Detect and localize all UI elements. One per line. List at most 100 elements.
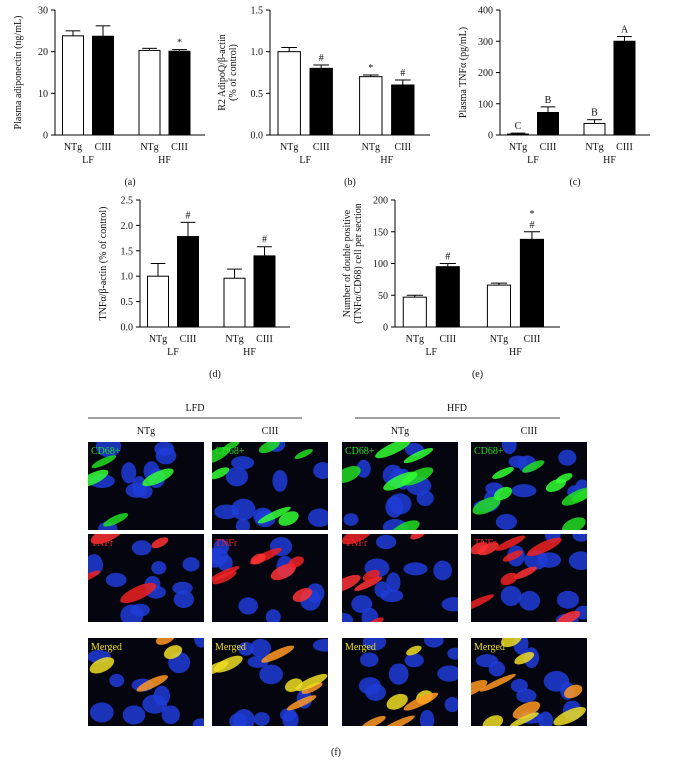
x-tick-label: NTg <box>280 142 298 153</box>
y-tick-label: 0.0 <box>121 323 134 334</box>
nucleus <box>495 513 518 530</box>
stain <box>492 467 514 480</box>
nucleus <box>217 554 233 571</box>
stain <box>380 715 415 726</box>
annotation: # <box>319 53 324 64</box>
group-label: LF <box>299 155 311 166</box>
nucleus <box>424 638 444 648</box>
stain <box>286 695 317 711</box>
stain <box>294 449 313 460</box>
annotation: # <box>186 210 191 221</box>
bar <box>253 255 276 328</box>
micrograph-content <box>342 534 458 622</box>
group-label: HF <box>243 347 256 358</box>
row-label: Merged <box>474 642 505 653</box>
micrograph-content <box>212 537 325 622</box>
panel-label: (c) <box>569 177 580 188</box>
bar <box>277 51 301 136</box>
stain <box>500 638 522 648</box>
nucleus <box>213 539 230 555</box>
panel-label: (a) <box>124 177 135 188</box>
x-tick-label: NTg <box>140 142 158 153</box>
y-tick-label: 1.5 <box>251 6 264 17</box>
stain <box>479 673 516 692</box>
group-label: HF <box>158 155 171 166</box>
stain <box>553 706 586 726</box>
column-header: CIII <box>262 426 279 437</box>
stain <box>278 511 299 526</box>
nucleus <box>272 469 288 492</box>
stain <box>513 566 537 580</box>
stain <box>390 520 420 530</box>
y-tick-label: 1.0 <box>121 272 134 283</box>
group-label: HF <box>603 155 616 166</box>
stain <box>410 534 426 540</box>
bar <box>435 266 460 328</box>
nucleus <box>538 711 554 726</box>
micrograph: CD68+ <box>212 442 328 530</box>
micrograph-content <box>212 442 328 530</box>
stain <box>120 582 157 604</box>
x-tick-label: CIII <box>524 334 541 345</box>
stain <box>151 537 169 549</box>
bar <box>147 275 169 328</box>
y-axis-label: R2 AdipoQ/β-actin <box>217 34 228 110</box>
nucleus <box>192 718 204 726</box>
nucleus <box>558 449 577 466</box>
bar <box>391 84 415 136</box>
stain <box>471 679 488 698</box>
nucleus <box>308 508 328 527</box>
stain <box>212 566 240 582</box>
x-tick-label: NTg <box>490 334 508 345</box>
nucleus <box>238 641 254 656</box>
nucleus <box>361 607 379 622</box>
group-label: LF <box>167 347 179 358</box>
bar <box>177 236 199 328</box>
nucleus <box>253 712 270 726</box>
nucleus <box>388 663 409 685</box>
annotation: B <box>591 108 598 119</box>
stain <box>502 550 523 562</box>
y-tick-label: 0 <box>383 323 388 334</box>
stain <box>88 570 101 584</box>
nucleus <box>125 483 148 498</box>
micrograph: TNFr <box>88 534 204 622</box>
nucleus <box>306 583 325 603</box>
bar <box>92 35 114 136</box>
nucleus <box>238 597 258 615</box>
stain <box>342 574 361 593</box>
stain <box>89 657 115 674</box>
row-label: TNFr <box>91 538 114 549</box>
stain <box>571 489 587 503</box>
bar <box>583 122 606 136</box>
nucleus <box>516 688 537 703</box>
nucleus <box>225 466 249 487</box>
stain <box>406 645 422 656</box>
stain <box>212 467 230 480</box>
stain <box>495 535 526 551</box>
bar <box>537 112 559 136</box>
stain <box>212 571 237 585</box>
nucleus <box>173 590 194 609</box>
stain <box>250 553 266 565</box>
row-label: CD68+ <box>345 446 375 457</box>
stain <box>512 701 541 719</box>
nucleus <box>151 561 167 575</box>
annotation: C <box>515 121 522 132</box>
x-tick-label: CIII <box>95 142 112 153</box>
micrograph: Merged <box>471 638 587 726</box>
x-tick-label: CIII <box>171 142 188 153</box>
stain <box>103 513 129 527</box>
micrograph-content <box>472 442 587 530</box>
bar <box>402 296 427 328</box>
micrograph-content <box>358 638 458 726</box>
y-tick-label: 10 <box>38 89 48 100</box>
nucleus <box>105 572 127 588</box>
y-axis-label: Number of double positive <box>342 209 353 317</box>
stain <box>163 645 183 660</box>
stain <box>213 655 243 673</box>
stain <box>342 534 374 545</box>
x-tick-label: CIII <box>256 334 273 345</box>
annotation: * <box>529 209 534 220</box>
micrograph: TNFr <box>471 534 587 622</box>
